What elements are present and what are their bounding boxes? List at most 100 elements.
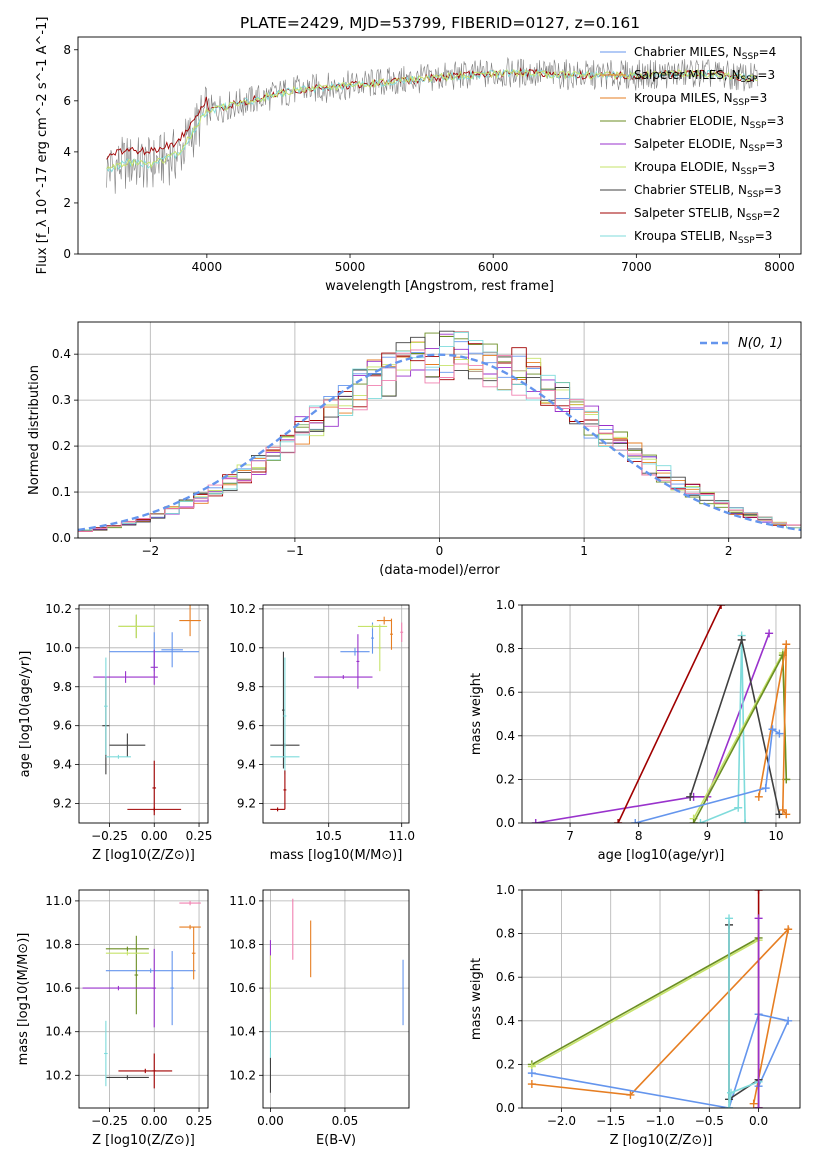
y-tick-label: 10.2 xyxy=(229,1068,256,1082)
plot-area xyxy=(531,605,791,823)
axes-frame xyxy=(262,604,410,824)
mass-weight-line xyxy=(728,918,759,1108)
plot-area xyxy=(82,900,201,1089)
x-axis-label: wavelength [Angstrom, rest frame] xyxy=(325,279,554,294)
mass-weight-marker xyxy=(686,792,695,801)
mass-weight-marker xyxy=(775,810,784,819)
mass-weight-marker xyxy=(741,819,750,823)
x-tick-label: 10.5 xyxy=(315,829,342,843)
model-spectrum-line xyxy=(106,68,758,171)
x-axis-label: Z [log10(Z/Z⊙)] xyxy=(92,1133,195,1148)
mass-vs-ebv-panel: 0.00 0.05 10.2 10.4 10.6 10.8 11.0 E(B-V) xyxy=(229,889,410,1148)
plot-area xyxy=(78,330,801,533)
plot-area xyxy=(269,898,404,1093)
y-tick-label: 0.6 xyxy=(496,685,515,699)
x-tick-label: 4000 xyxy=(192,260,223,274)
x-tick-label: −0.25 xyxy=(91,1114,128,1128)
x-tick-label: 11.0 xyxy=(388,829,415,843)
y-tick-label: 11.0 xyxy=(229,894,256,908)
y-tick-label: 0.2 xyxy=(52,439,71,453)
y-axis-label: Normed distribution xyxy=(27,365,42,495)
y-tick-label: 9.4 xyxy=(53,758,72,772)
residual-histogram-panel: −2 −1 0 1 2 0.0 0.1 0.2 0.3 0.4 (data-model)/error… xyxy=(27,321,802,578)
spectrum-legend: Chabrier MILES, NSSP=4 Salpeter MILES, NS… xyxy=(600,45,784,246)
y-tick-label: 8 xyxy=(63,43,71,57)
mass-weight-marker xyxy=(725,914,734,923)
legend-entry: N(0, 1) xyxy=(738,336,783,351)
weight-vs-age-panel: 7 8 9 10 0.0 0.2 0.4 0.6 0.8 1.0 age [log10(age/yr… xyxy=(469,598,801,863)
y-tick-label: 0.8 xyxy=(496,642,515,656)
mass-weight-marker xyxy=(614,819,623,823)
y-tick-label: 2 xyxy=(63,196,71,210)
mass-weight-line xyxy=(531,937,759,1066)
plot-area xyxy=(106,56,759,194)
x-tick-label: −2 xyxy=(141,544,159,558)
y-tick-label: 9.4 xyxy=(237,758,256,772)
age-vs-mass-panel: 10.5 11.0 9.2 9.4 9.6 9.8 10.0 10.2 mass [log10(… xyxy=(229,602,415,863)
mass-weight-marker xyxy=(754,792,763,801)
mass-weight-marker xyxy=(784,1016,793,1025)
axes-frame xyxy=(77,321,802,539)
y-tick-label: 9.2 xyxy=(53,797,72,811)
normal-distribution-curve xyxy=(78,353,801,532)
spectrum-panel: 4000 5000 6000 7000 8000 0 2 4 6 8 wavelength [Ang… xyxy=(35,17,802,294)
mass-weight-marker xyxy=(754,890,763,894)
legend-entry: Salpeter MILES, NSSP=3 xyxy=(634,68,775,85)
y-tick-label: 9.8 xyxy=(237,680,256,694)
y-axis-label: mass weight xyxy=(469,673,484,755)
axes-frame xyxy=(78,604,209,824)
mass-weight-line xyxy=(728,924,760,1101)
mass-weight-marker xyxy=(527,1069,536,1078)
x-tick-label: 0 xyxy=(436,544,444,558)
mass-weight-line xyxy=(531,939,759,1068)
y-tick-label: 10.8 xyxy=(45,938,72,952)
mass-weight-marker xyxy=(531,819,540,823)
x-axis-label: (data-model)/error xyxy=(379,563,500,578)
axes-frame xyxy=(521,889,801,1109)
x-tick-label: −0.25 xyxy=(91,829,128,843)
y-tick-label: 10.2 xyxy=(229,602,256,616)
y-tick-label: 6 xyxy=(63,94,71,108)
y-tick-label: 9.6 xyxy=(237,719,256,733)
y-tick-label: 1.0 xyxy=(496,598,515,612)
x-tick-label: 0.0 xyxy=(749,1114,768,1128)
weight-vs-metallicity-panel: −2.0 −1.5 −1.0 −0.5 0.0 0.0 0.2 0.4 0.6 0.8 1.0 Z [… xyxy=(469,883,801,1148)
x-axis-label: Z [log10(Z/Z⊙)] xyxy=(610,1133,713,1148)
mass-weight-marker xyxy=(689,819,698,823)
x-tick-label: −1.5 xyxy=(596,1114,625,1128)
mass-weight-marker xyxy=(782,640,791,649)
mass-weight-marker xyxy=(696,819,705,823)
mass-weight-line xyxy=(617,605,722,823)
x-axis-label: Z [log10(Z/Z⊙)] xyxy=(92,848,195,863)
y-tick-label: 10.0 xyxy=(45,641,72,655)
y-tick-label: 9.2 xyxy=(237,797,256,811)
plot-area xyxy=(527,890,793,1108)
age-vs-metallicity-panel: −0.25 0.00 0.25 9.2 9.4 9.6 9.8 10.0 10.2 Z [log1… xyxy=(18,602,212,863)
mass-weight-marker xyxy=(761,784,770,793)
mass-weight-marker xyxy=(754,914,763,923)
y-tick-label: 0.4 xyxy=(52,347,71,361)
y-tick-label: 0 xyxy=(63,247,71,261)
y-tick-label: 9.8 xyxy=(53,680,72,694)
spectrum-title: PLATE=2429, MJD=53799, FIBERID=0127, z=0… xyxy=(240,14,640,32)
x-tick-label: −1.0 xyxy=(645,1114,674,1128)
y-tick-label: 10.4 xyxy=(45,1025,72,1039)
mass-weight-marker xyxy=(749,1099,758,1108)
x-tick-label: 2 xyxy=(725,544,733,558)
mass-weight-marker xyxy=(765,629,774,638)
y-axis-label: mass weight xyxy=(469,958,484,1040)
y-tick-label: 0.2 xyxy=(496,772,515,786)
mass-weight-marker xyxy=(754,1104,763,1108)
x-tick-label: −0.5 xyxy=(695,1114,724,1128)
mass-weight-marker xyxy=(725,1104,734,1108)
x-tick-label: 0.05 xyxy=(332,1114,359,1128)
x-tick-label: 0.00 xyxy=(141,829,168,843)
y-tick-label: 0.0 xyxy=(52,531,71,545)
mass-weight-marker xyxy=(726,1088,735,1097)
y-tick-label: 4 xyxy=(63,145,71,159)
mass-weight-line xyxy=(535,633,770,823)
x-tick-label: 8000 xyxy=(764,260,795,274)
x-tick-label: 6000 xyxy=(478,260,509,274)
legend-entry: Kroupa MILES, NSSP=3 xyxy=(634,91,767,108)
